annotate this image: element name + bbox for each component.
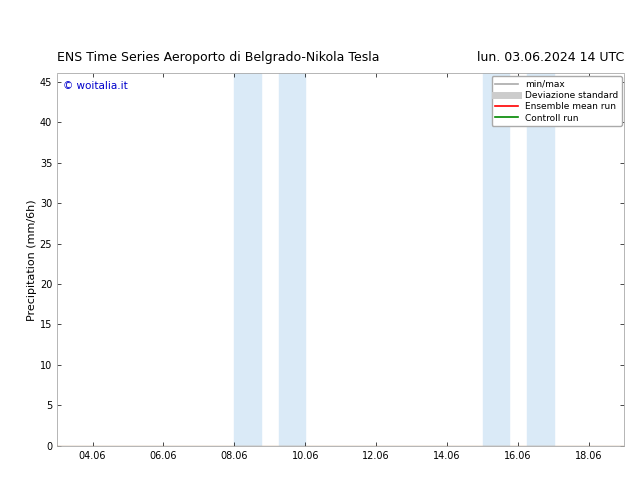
Bar [482, 74, 509, 446]
Y-axis label: Precipitation (mm/6h): Precipitation (mm/6h) [27, 199, 37, 320]
Bar [527, 74, 553, 446]
Text: ENS Time Series Aeroporto di Belgrado-Nikola Tesla: ENS Time Series Aeroporto di Belgrado-Ni… [57, 50, 380, 64]
Bar [235, 74, 261, 446]
Text: lun. 03.06.2024 14 UTC: lun. 03.06.2024 14 UTC [477, 50, 624, 64]
Text: © woitalia.it: © woitalia.it [63, 81, 127, 91]
Bar [279, 74, 306, 446]
Legend: min/max, Deviazione standard, Ensemble mean run, Controll run: min/max, Deviazione standard, Ensemble m… [491, 76, 622, 126]
